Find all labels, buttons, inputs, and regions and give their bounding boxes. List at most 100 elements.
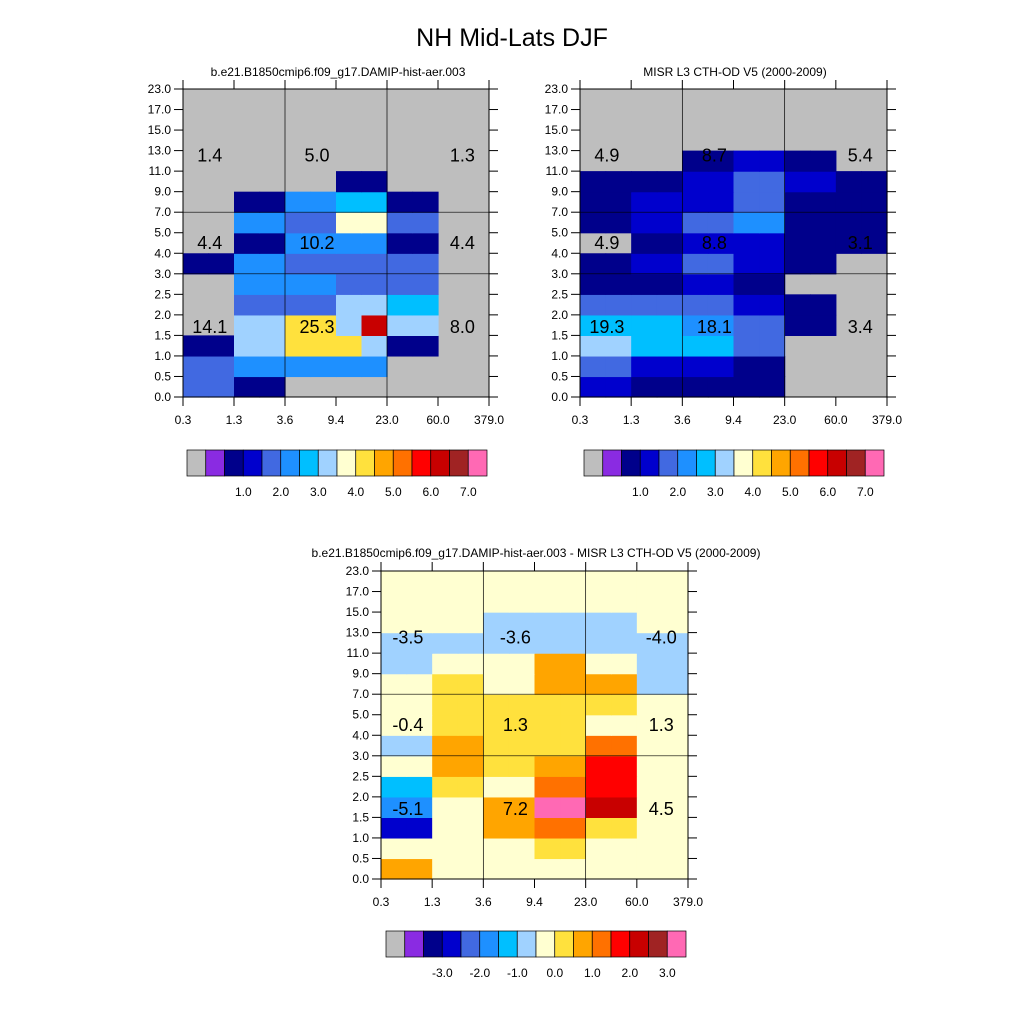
heatmap-cell: [759, 273, 786, 295]
heatmap-cell: [234, 314, 261, 336]
heatmap-cell: [733, 355, 760, 378]
heatmap-cell: [682, 212, 709, 234]
colorbar-label: -2.0: [469, 966, 490, 980]
panel-diff-title: b.e21.B1850cmip6.f09_g17.DAMIP-hist-aer.…: [312, 546, 761, 560]
colorbar-swatch: [610, 930, 631, 958]
colorbar-swatch: [385, 930, 406, 958]
colorbar-swatch: [423, 930, 443, 958]
heatmap-cell: [432, 858, 459, 880]
colorbar-label: 3.0: [310, 485, 327, 499]
heatmap-cell: [387, 273, 414, 295]
heatmap-cell: [457, 632, 484, 654]
heatmap-cell: [631, 253, 658, 275]
cell-value-label: 14.1: [192, 317, 227, 337]
y-tick-label: 17.0: [346, 585, 370, 599]
heatmap-cell: [534, 591, 561, 613]
heatmap-cell: [336, 171, 363, 193]
heatmap-cell: [631, 232, 658, 254]
heatmap-cell: [656, 376, 683, 398]
cell-value-label: 1.3: [450, 146, 475, 166]
heatmap-cell: [662, 694, 689, 716]
heatmap-cell: [605, 355, 632, 378]
heatmap-cell: [733, 253, 760, 275]
colorbar-swatch: [186, 449, 207, 477]
heatmap-cell: [759, 212, 786, 234]
heatmap-cell: [560, 632, 587, 654]
heatmap-cell: [208, 376, 235, 398]
heatmap-cell: [534, 776, 561, 798]
y-tick-label: 4.0: [352, 728, 369, 742]
heatmap-cell: [534, 571, 561, 593]
y-tick-label: 0.0: [154, 390, 171, 404]
heatmap-cell: [412, 273, 439, 295]
cell-value-label: 4.4: [450, 233, 475, 253]
heatmap-cell: [636, 612, 664, 634]
heatmap-cell: [580, 335, 607, 357]
heatmap-cell: [259, 314, 286, 336]
heatmap-cell: [605, 253, 632, 275]
y-tick-label: 2.0: [352, 790, 369, 804]
heatmap-cell: [656, 171, 683, 193]
x-tick-label: 23.0: [574, 895, 598, 909]
heatmap-cell: [457, 837, 484, 860]
heatmap-cell: [759, 376, 786, 398]
heatmap-cell: [208, 335, 235, 357]
heatmap-cell: [508, 755, 536, 777]
heatmap-cell: [457, 755, 484, 777]
cell-value-label: 7.2: [503, 799, 528, 819]
panel-obs: MISR L3 CTH-OD V5 (2000-2009) 0.00.51.01…: [545, 65, 903, 499]
heatmap-cell: [432, 796, 459, 818]
colorbar-label: 2.0: [272, 485, 289, 499]
colorbar-swatch: [280, 449, 300, 477]
heatmap-cell: [457, 591, 484, 613]
heatmap-cell: [483, 632, 510, 654]
heatmap-cell: [733, 212, 760, 234]
colorbar-label: 7.0: [460, 485, 477, 499]
heatmap-cell: [310, 212, 337, 234]
heatmap-cell: [759, 335, 786, 357]
colorbar-swatch: [639, 449, 660, 477]
x-tick-label: 0.3: [175, 413, 192, 427]
heatmap-cell: [707, 171, 735, 193]
heatmap-cell: [733, 191, 760, 213]
colorbar-label: 3.0: [707, 485, 724, 499]
heatmap-cell: [810, 253, 837, 275]
x-tick-label: 379.0: [474, 413, 504, 427]
heatmap-cell: [534, 714, 561, 736]
heatmap-cell: [560, 673, 587, 695]
heatmap-cell: [234, 232, 261, 254]
colorbar-swatch: [261, 449, 282, 477]
heatmap-cell: [285, 212, 312, 234]
heatmap-cell: [432, 735, 459, 757]
cell-value-label: 3.4: [848, 317, 873, 337]
heatmap-cell: [183, 253, 210, 275]
heatmap-cell: [381, 591, 408, 613]
y-tick-label: 0.5: [551, 369, 568, 383]
y-tick-label: 15.0: [346, 605, 370, 619]
heatmap-cell: [611, 591, 638, 613]
heatmap-cell: [432, 653, 459, 675]
heatmap-cell: [361, 355, 388, 378]
heatmap-cell: [611, 714, 638, 736]
heatmap-cell: [656, 212, 683, 234]
heatmap-cell: [406, 591, 433, 613]
heatmap-cell: [662, 735, 689, 757]
heatmap-cell: [259, 376, 286, 398]
heatmap-cell: [234, 355, 261, 378]
heatmap-cell: [387, 253, 414, 275]
heatmap-cell: [707, 335, 735, 357]
y-tick-label: 2.0: [551, 308, 568, 322]
x-tick-label: 0.3: [572, 413, 589, 427]
heatmap-cell: [759, 314, 786, 336]
y-tick-label: 7.0: [352, 687, 369, 701]
heatmap-cell: [483, 591, 510, 613]
heatmap-cell: [733, 273, 760, 295]
colorbar-label: 2.0: [669, 485, 686, 499]
heatmap-cell: [560, 694, 587, 716]
heatmap-cell: [656, 232, 683, 254]
heatmap-cell: [611, 612, 638, 634]
heatmap-cell: [508, 653, 536, 675]
heatmap-cell: [611, 632, 638, 654]
heatmap-cell: [636, 571, 664, 593]
cell-value-label: 8.7: [702, 146, 727, 166]
